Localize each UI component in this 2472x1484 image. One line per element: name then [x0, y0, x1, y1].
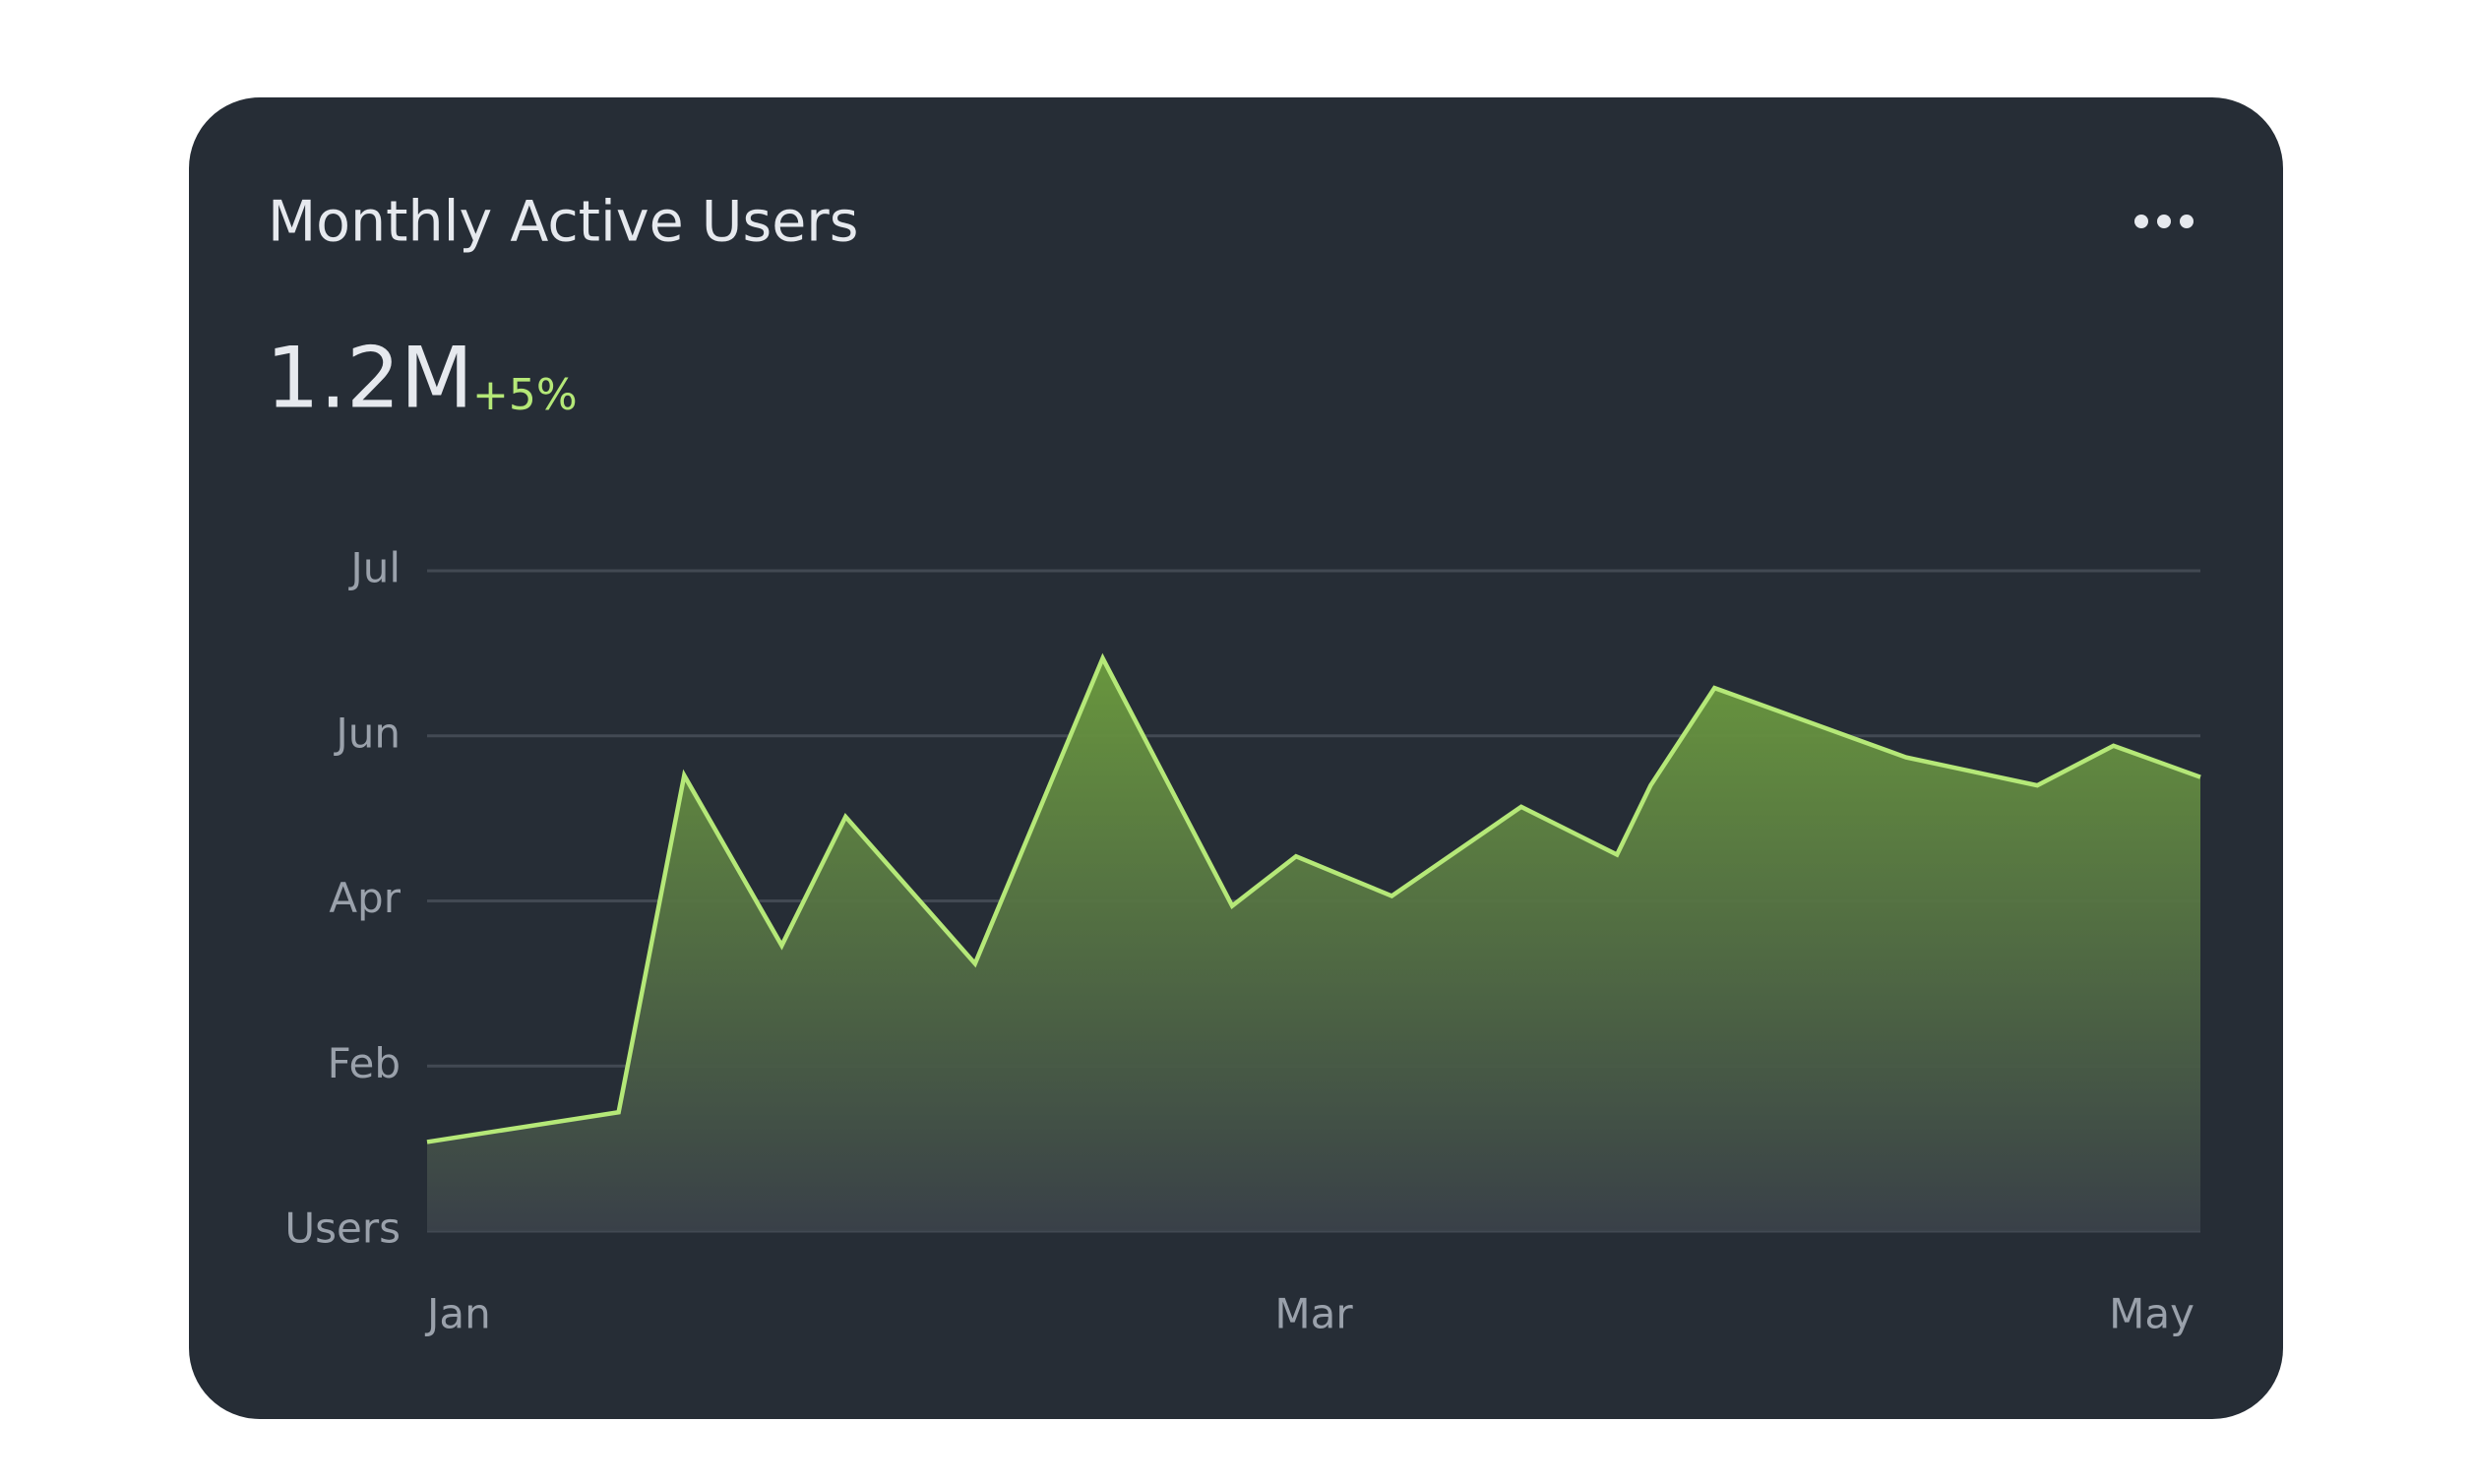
change-badge: +5%: [472, 370, 578, 420]
menu-dot[interactable]: [2157, 215, 2171, 228]
x-tick-label: Jan: [424, 1290, 491, 1338]
x-tick-label: Mar: [1274, 1290, 1353, 1338]
x-tick-label: May: [2109, 1290, 2194, 1338]
area-fill: [427, 657, 2200, 1231]
menu-dot[interactable]: [2180, 215, 2194, 228]
y-tick-label: Users: [284, 1205, 401, 1253]
y-tick-label: Apr: [329, 874, 401, 922]
y-tick-label: Jul: [347, 544, 401, 592]
menu-dot[interactable]: [2134, 215, 2148, 228]
more-menu[interactable]: [2134, 215, 2194, 228]
y-tick-label: Feb: [328, 1039, 401, 1087]
line: [426, 652, 2201, 1144]
headline-value: 1.2M: [266, 329, 473, 427]
y-tick-label: Jun: [333, 709, 401, 757]
chart-title: Monthly Active Users: [268, 190, 858, 255]
